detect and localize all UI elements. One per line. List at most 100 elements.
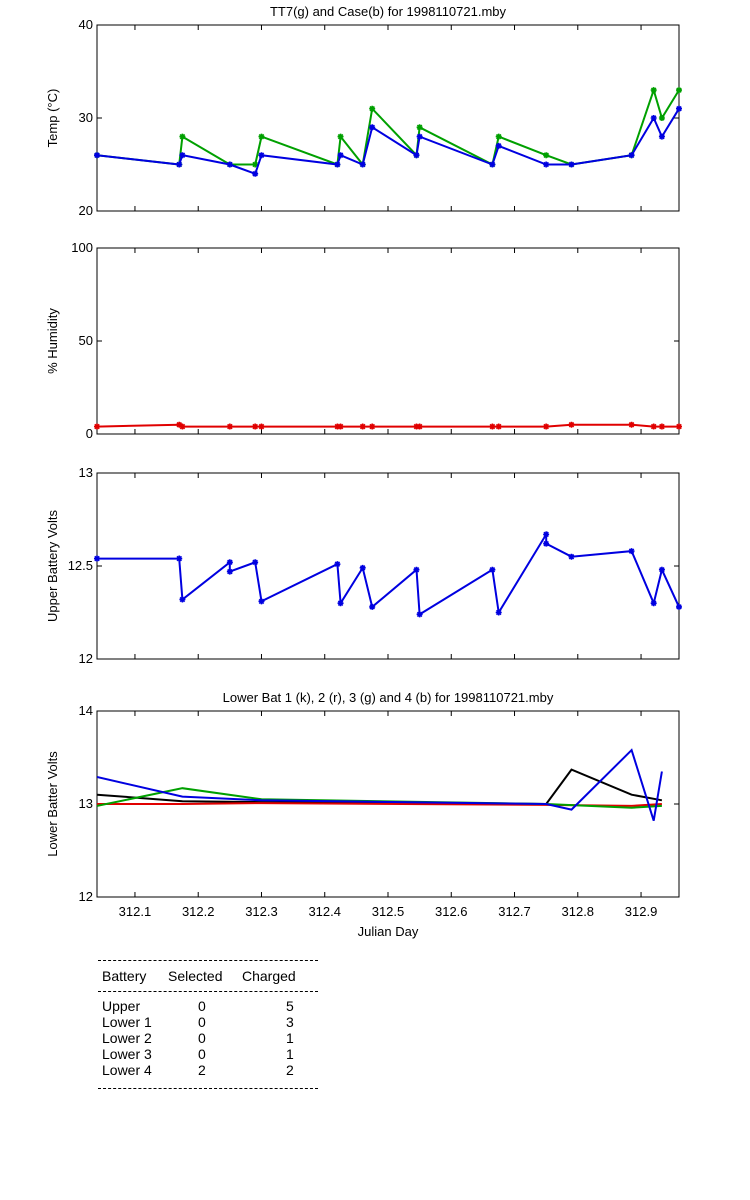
y-tick-label: 50 [79, 333, 93, 348]
x-tick-label: 312.9 [625, 904, 658, 919]
x-axis-label: Julian Day [358, 924, 419, 939]
x-tick-label: 312.5 [372, 904, 405, 919]
y-tick-label: 13 [79, 796, 93, 811]
data-point [413, 152, 420, 159]
battery-name: Upper [102, 998, 141, 1014]
x-tick-label: 312.1 [119, 904, 152, 919]
plot-frame [96, 472, 680, 660]
data-point [676, 87, 682, 94]
data-point [658, 133, 665, 140]
data-point [369, 105, 376, 112]
data-point [334, 161, 341, 168]
data-point [94, 152, 100, 159]
series-line [97, 802, 662, 807]
series-line [97, 748, 663, 821]
x-tick-label: 312.2 [182, 904, 215, 919]
data-point [628, 548, 635, 555]
table-row: Lower 1 0 3 [98, 1014, 318, 1030]
series-line [97, 768, 663, 806]
charged-count: 1 [286, 1046, 294, 1062]
series-line [97, 108, 679, 176]
data-point [676, 603, 682, 610]
data-point [543, 423, 550, 430]
data-point [416, 423, 423, 430]
data-point [258, 133, 265, 140]
data-point [628, 421, 635, 428]
charged-count: 2 [286, 1062, 294, 1078]
y-tick-label: 12 [79, 651, 93, 666]
battery-name: Lower 1 [102, 1014, 152, 1030]
y-tick-label: 30 [79, 110, 93, 125]
data-point [179, 133, 186, 140]
data-point [543, 531, 550, 538]
data-point [258, 598, 265, 605]
data-point [676, 105, 682, 112]
charged-count: 5 [286, 998, 294, 1014]
battery-name: Lower 3 [102, 1046, 152, 1062]
y-tick-label: 40 [79, 17, 93, 32]
x-tick-label: 312.4 [308, 904, 341, 919]
data-point [568, 553, 575, 560]
data-point [176, 555, 183, 562]
data-point [416, 611, 423, 618]
data-point [489, 423, 496, 430]
data-point [495, 609, 502, 616]
data-point [258, 423, 265, 430]
data-point [337, 423, 344, 430]
battery-name: Lower 4 [102, 1062, 152, 1078]
data-point [495, 423, 502, 430]
data-point [176, 421, 183, 428]
data-point [416, 124, 423, 131]
data-point [252, 423, 259, 430]
data-point [543, 161, 550, 168]
data-point [650, 423, 657, 430]
data-point [495, 133, 502, 140]
data-point [359, 423, 366, 430]
data-point [179, 596, 186, 603]
data-point [252, 559, 259, 566]
selected-count: 0 [198, 998, 206, 1014]
header-battery: Battery [102, 968, 147, 984]
data-point [568, 161, 575, 168]
data-point [337, 600, 344, 607]
selected-count: 0 [198, 1030, 206, 1046]
y-axis-label: Temp (°C) [45, 89, 60, 148]
battery-name: Lower 2 [102, 1030, 152, 1046]
data-point [658, 423, 665, 430]
data-point [226, 559, 233, 566]
charged-count: 3 [286, 1014, 294, 1030]
data-point [489, 566, 496, 573]
data-point [337, 133, 344, 140]
data-point [658, 566, 665, 573]
table-top-rule [98, 960, 318, 961]
data-point [334, 561, 341, 568]
selected-count: 0 [198, 1046, 206, 1062]
y-tick-label: 13 [79, 465, 93, 480]
data-point [543, 540, 550, 547]
header-selected: Selected [168, 968, 223, 984]
selected-count: 0 [198, 1014, 206, 1030]
data-point [489, 161, 496, 168]
data-point [334, 423, 341, 430]
table-row: Lower 4 2 2 [98, 1062, 318, 1078]
data-point [176, 161, 183, 168]
data-point [628, 152, 635, 159]
y-axis-label: Lower Batter Volts [45, 751, 60, 857]
table-row: Lower 2 0 1 [98, 1030, 318, 1046]
x-tick-label: 312.6 [435, 904, 468, 919]
data-point [495, 142, 502, 149]
data-point [94, 555, 100, 562]
data-point [650, 87, 657, 94]
y-axis-label: % Humidity [45, 308, 60, 374]
table-row: Lower 3 0 1 [98, 1046, 318, 1062]
data-point [226, 568, 233, 575]
header-charged: Charged [242, 968, 296, 984]
selected-count: 2 [198, 1062, 206, 1078]
data-point [658, 115, 665, 121]
data-point [369, 603, 376, 610]
plot-frame [96, 247, 680, 435]
data-point [179, 152, 186, 159]
data-point [650, 115, 657, 121]
data-point [676, 423, 682, 430]
chart-title: TT7(g) and Case(b) for 1998110721.mby [270, 4, 507, 19]
